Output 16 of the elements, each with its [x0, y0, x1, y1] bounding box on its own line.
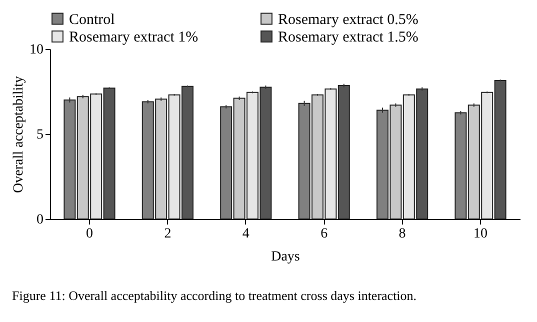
- y-tick-label: 10: [30, 42, 44, 58]
- legend-label: Rosemary extract 1%: [69, 30, 198, 46]
- x-tick-label: 2: [164, 226, 172, 242]
- x-tick-label: 0: [86, 226, 93, 242]
- legend-label: Rosemary extract 1.5%: [278, 30, 418, 46]
- x-tick-label: 8: [398, 226, 406, 242]
- legend-label: Rosemary extract 0.5%: [278, 12, 418, 28]
- y-axis-title: Overall acceptability: [12, 76, 26, 193]
- x-tick-label: 4: [242, 226, 250, 242]
- x-axis-title: Days: [271, 250, 300, 264]
- y-tick-label: 5: [36, 128, 44, 142]
- caption: Figure 11: Overall acceptability according to treatment cross days interaction.: [12, 288, 418, 304]
- legend-label: Control: [69, 12, 115, 28]
- x-tick-label: 10: [474, 226, 488, 242]
- y-tick-label: 0: [36, 212, 44, 228]
- x-tick-label: 6: [320, 226, 328, 242]
